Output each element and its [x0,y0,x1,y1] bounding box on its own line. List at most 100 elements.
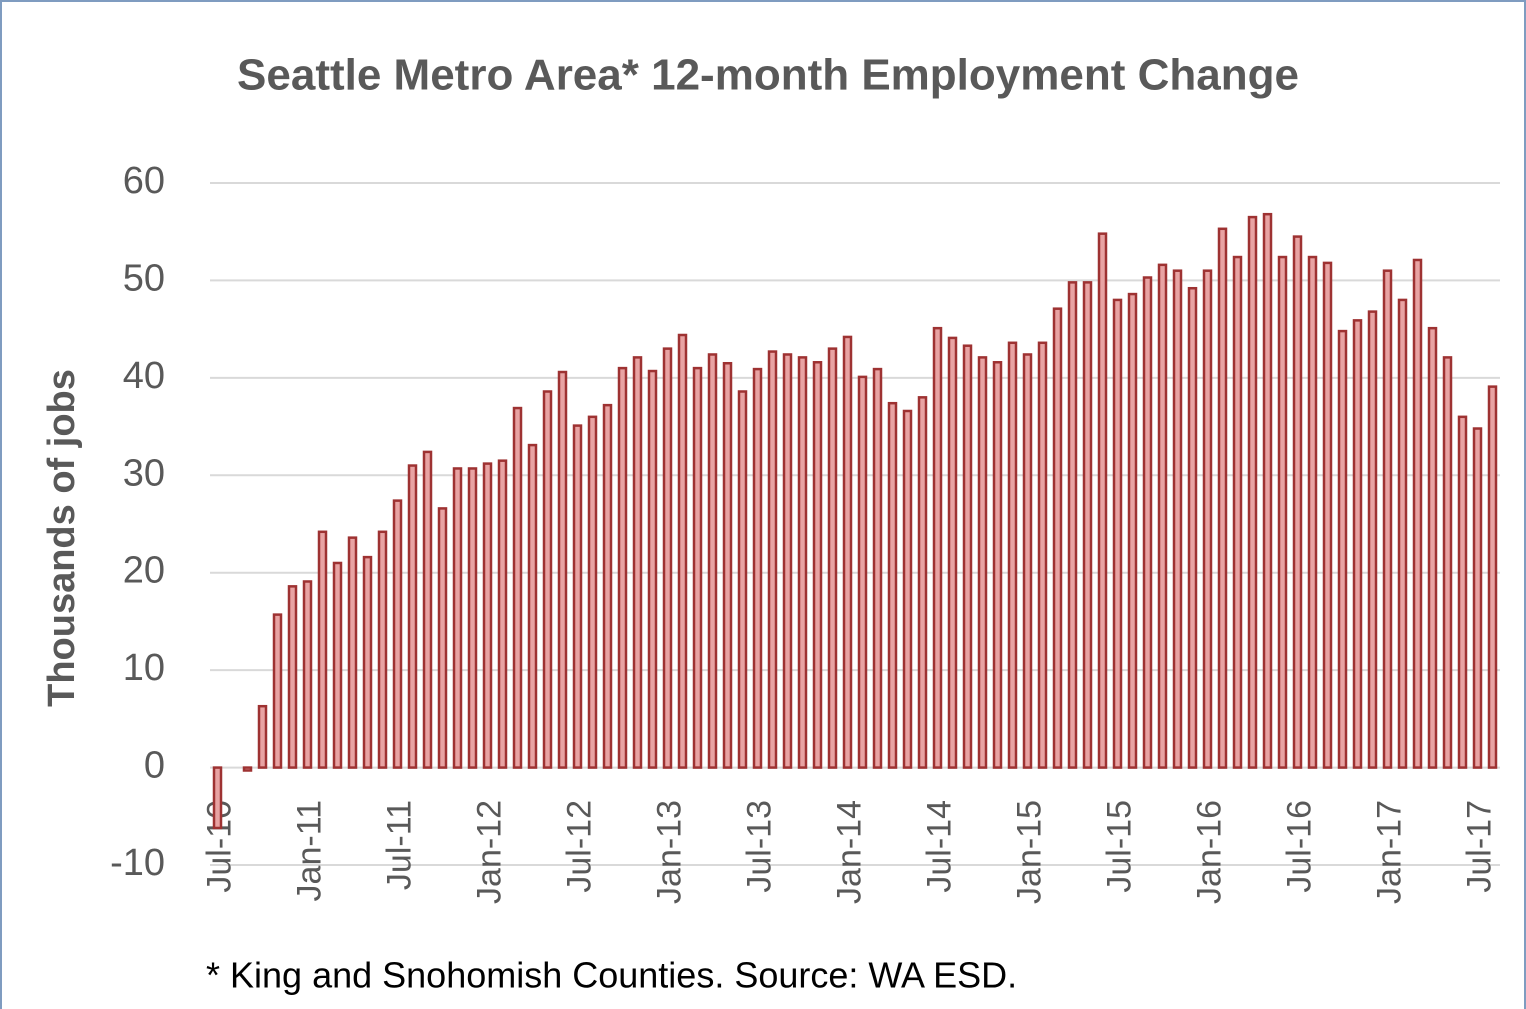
bar [1412,258,1423,769]
bar [1112,298,1123,769]
bar [1172,269,1183,769]
bar [992,361,1003,769]
bar [1367,310,1378,769]
x-tick-label: Jan-17 [1370,800,1408,904]
bar [392,499,403,769]
bar [572,424,583,769]
x-tick-label: Jan-12 [470,800,508,904]
bar [1457,415,1468,769]
bar [1232,255,1243,769]
bar [1217,227,1228,769]
bar [1157,263,1168,769]
bar [1052,307,1063,769]
bar [302,580,313,769]
x-tick-label: Jul-17 [1460,800,1498,893]
bar [857,375,868,769]
bar [977,356,988,769]
bar [497,459,508,769]
bar [587,415,598,769]
bar [842,335,853,769]
bar [932,326,943,769]
bar [602,403,613,769]
bar [632,356,643,769]
x-tick-label: Jul-11 [380,800,418,890]
bar [1142,276,1153,769]
y-tick-label: 30 [123,452,165,494]
bar [347,536,358,769]
bar [1487,385,1498,769]
bar [797,356,808,769]
bar [287,585,298,769]
bar [752,367,763,769]
bar [782,353,793,769]
bar [317,530,328,769]
bar [1007,341,1018,769]
bar [1397,298,1408,769]
bar [272,613,283,769]
bar [722,361,733,769]
bar [617,366,628,769]
bar [1022,353,1033,769]
bar [1082,281,1093,769]
bar [527,443,538,769]
x-tick-label: Jan-11 [290,800,328,901]
y-tick-label: 50 [123,257,165,299]
y-tick-label: -10 [110,842,165,884]
y-tick-label: 20 [123,550,165,592]
x-tick-label: Jul-16 [1280,800,1318,893]
bar [962,344,973,769]
bar [1097,232,1108,769]
x-tick-label: Jul-12 [560,800,598,893]
bar [707,353,718,769]
bar [737,390,748,769]
footnote: * King and Snohomish Counties. Source: W… [206,955,1017,996]
bar [422,450,433,769]
bar [482,462,493,769]
bar [1352,319,1363,769]
y-tick-label: 40 [123,355,165,397]
bar [467,467,478,769]
x-tick-label: Jan-13 [650,800,688,904]
x-tick-label: Jul-15 [1100,800,1138,893]
bar [407,464,418,769]
y-tick-label: 60 [123,160,165,202]
bar [212,766,223,830]
bar [1427,326,1438,769]
bar [332,561,343,769]
bar [827,347,838,769]
bar [1472,427,1483,769]
x-tick-label: Jan-16 [1190,800,1228,904]
bar [557,370,568,769]
x-tick-label: Jul-13 [740,800,778,893]
y-axis-label: Thousands of jobs [41,369,83,707]
bar [1292,235,1303,769]
bar [902,409,913,769]
bar [812,361,823,769]
bar [1337,329,1348,769]
bar [1382,269,1393,769]
bar [887,401,898,769]
bar [1277,255,1288,769]
bar [512,406,523,769]
y-tick-label: 0 [144,745,165,787]
bar [452,467,463,769]
bar [1442,356,1453,769]
bar [1187,286,1198,769]
bar [947,336,958,769]
bar [647,369,658,769]
bar [917,396,928,769]
bar [1127,292,1138,769]
bar [1202,269,1213,769]
bar [542,390,553,769]
bar [257,704,268,769]
bar [692,366,703,769]
bar [1037,341,1048,769]
y-tick-label: 10 [123,647,165,689]
bar [767,350,778,769]
bar [1247,215,1258,769]
bar [1322,261,1333,769]
x-tick-label: Jan-14 [830,800,868,904]
bar [362,555,373,769]
